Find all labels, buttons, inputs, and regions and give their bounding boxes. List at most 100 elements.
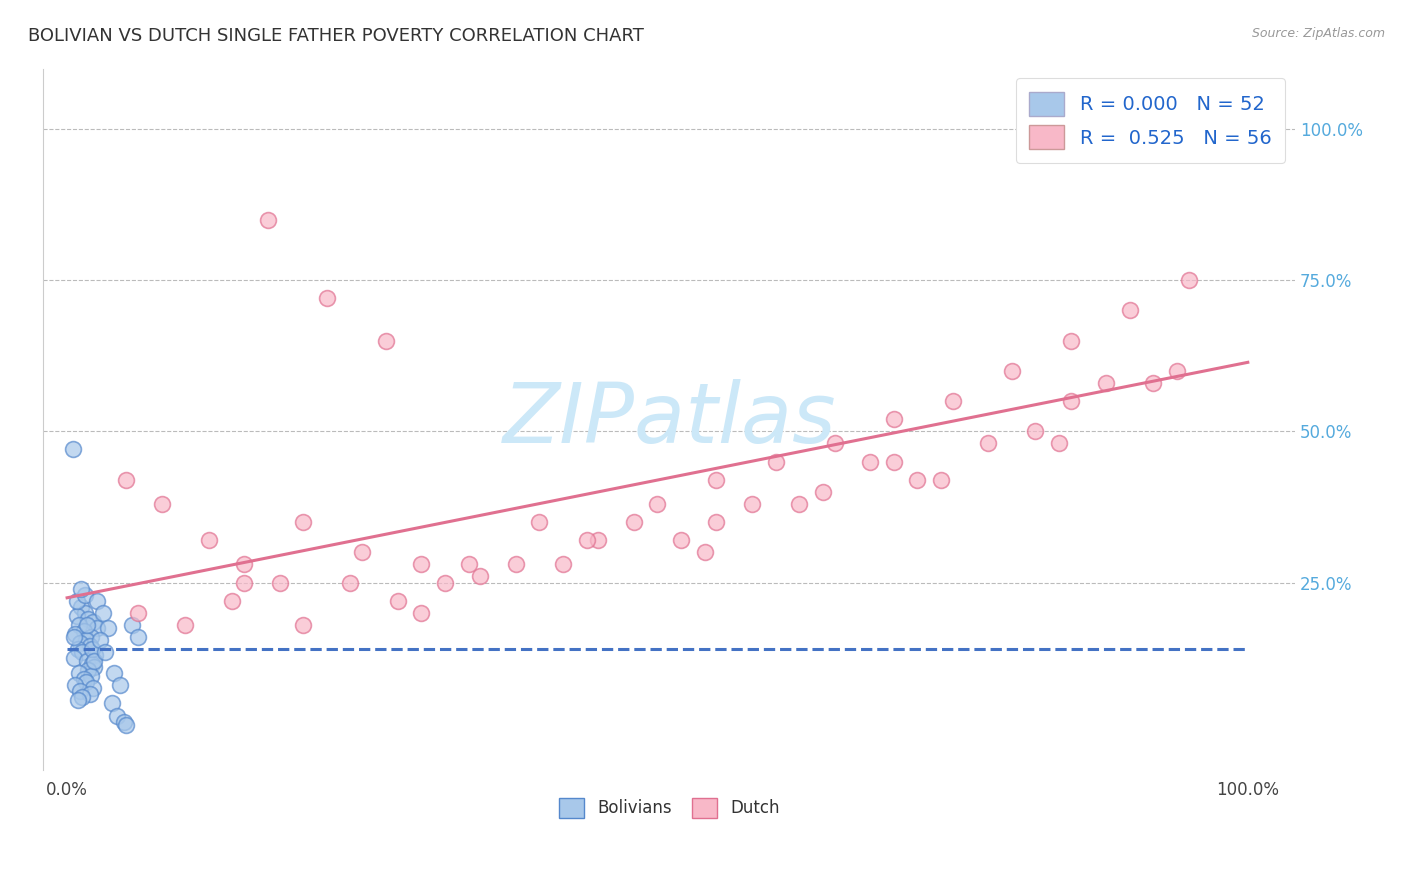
Point xyxy=(706,515,728,529)
Point xyxy=(83,660,105,674)
Point xyxy=(551,558,574,572)
Point xyxy=(70,582,93,596)
Point xyxy=(72,624,94,638)
Point xyxy=(150,497,173,511)
Legend: Bolivians, Dutch: Bolivians, Dutch xyxy=(553,791,786,825)
Point xyxy=(63,651,86,665)
Point xyxy=(80,657,103,672)
Point xyxy=(221,593,243,607)
Point xyxy=(1060,334,1083,348)
Point xyxy=(339,575,361,590)
Point xyxy=(233,558,256,572)
Point xyxy=(69,636,91,650)
Point xyxy=(315,291,337,305)
Point xyxy=(97,621,120,635)
Point xyxy=(883,454,905,468)
Point xyxy=(706,473,728,487)
Point xyxy=(66,642,89,657)
Point xyxy=(80,642,103,657)
Point xyxy=(269,575,291,590)
Point xyxy=(84,648,107,662)
Point xyxy=(115,473,138,487)
Point xyxy=(256,212,278,227)
Point xyxy=(905,473,928,487)
Point xyxy=(977,436,1000,450)
Point xyxy=(105,708,128,723)
Point xyxy=(67,618,90,632)
Point xyxy=(352,545,374,559)
Point xyxy=(72,673,94,687)
Point xyxy=(647,497,669,511)
Point xyxy=(101,697,124,711)
Point xyxy=(115,717,138,731)
Point xyxy=(112,714,135,729)
Point xyxy=(787,497,810,511)
Point xyxy=(75,632,97,647)
Point xyxy=(505,558,527,572)
Point xyxy=(1213,122,1236,136)
Point xyxy=(387,593,409,607)
Point xyxy=(77,663,100,677)
Point xyxy=(470,569,492,583)
Point xyxy=(127,606,149,620)
Point xyxy=(76,654,98,668)
Point xyxy=(929,473,952,487)
Point xyxy=(73,588,96,602)
Point xyxy=(693,545,716,559)
Text: BOLIVIAN VS DUTCH SINGLE FATHER POVERTY CORRELATION CHART: BOLIVIAN VS DUTCH SINGLE FATHER POVERTY … xyxy=(28,27,644,45)
Point xyxy=(121,618,143,632)
Point xyxy=(174,618,197,632)
Point xyxy=(63,630,86,644)
Point xyxy=(77,612,100,626)
Point xyxy=(292,515,315,529)
Point xyxy=(127,630,149,644)
Text: ZIPatlas: ZIPatlas xyxy=(502,379,837,459)
Point xyxy=(72,645,94,659)
Point xyxy=(1024,425,1046,439)
Point xyxy=(1047,436,1070,450)
Point xyxy=(233,575,256,590)
Point xyxy=(1119,303,1142,318)
Point xyxy=(741,497,763,511)
Text: Source: ZipAtlas.com: Source: ZipAtlas.com xyxy=(1251,27,1385,40)
Point xyxy=(623,515,645,529)
Point xyxy=(1142,376,1164,390)
Point xyxy=(65,627,87,641)
Point xyxy=(94,645,117,659)
Point xyxy=(91,606,114,620)
Point xyxy=(65,678,87,692)
Point xyxy=(374,334,396,348)
Point xyxy=(86,593,108,607)
Point xyxy=(1095,376,1118,390)
Point xyxy=(67,666,90,681)
Point xyxy=(433,575,456,590)
Point xyxy=(1177,273,1199,287)
Point xyxy=(669,533,692,548)
Point xyxy=(69,684,91,698)
Point xyxy=(83,654,105,668)
Point xyxy=(80,669,103,683)
Point xyxy=(70,599,93,614)
Point xyxy=(72,690,94,705)
Point xyxy=(65,593,87,607)
Point xyxy=(79,687,101,701)
Point xyxy=(1166,364,1188,378)
Point xyxy=(75,675,97,690)
Point xyxy=(65,608,87,623)
Point xyxy=(292,618,315,632)
Point xyxy=(79,639,101,653)
Point xyxy=(103,666,125,681)
Point xyxy=(811,484,834,499)
Point xyxy=(575,533,598,548)
Point xyxy=(765,454,787,468)
Point xyxy=(457,558,479,572)
Point xyxy=(198,533,221,548)
Point xyxy=(66,693,89,707)
Point xyxy=(824,436,846,450)
Point xyxy=(82,615,104,629)
Point xyxy=(411,606,433,620)
Point xyxy=(529,515,551,529)
Point xyxy=(82,681,104,696)
Point xyxy=(411,558,433,572)
Point xyxy=(942,394,965,409)
